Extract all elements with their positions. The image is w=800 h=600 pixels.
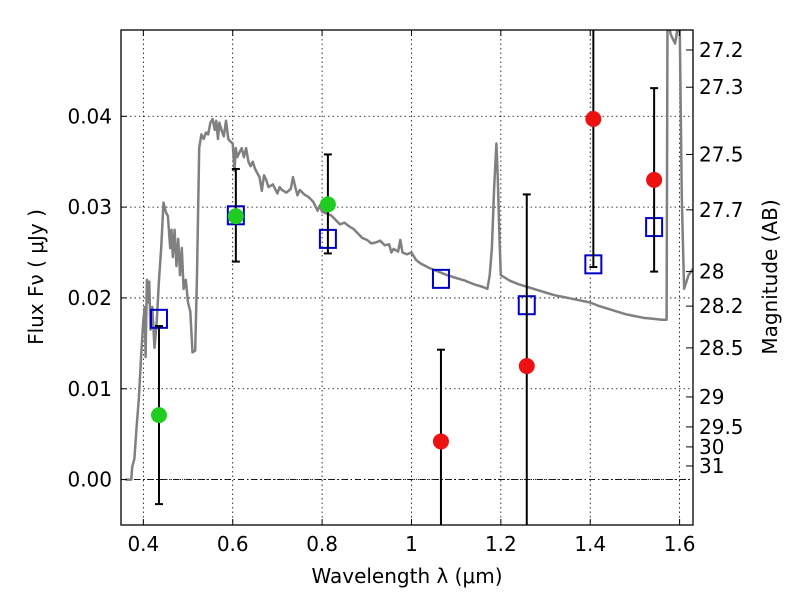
x-tick-label: 1.2 [485,532,517,556]
observed-flux-point [518,358,535,375]
y-right-tick-label: 29.5 [699,415,744,439]
y-tick-label: 0.03 [67,195,112,219]
y-right-tick-label: 27.5 [699,142,744,166]
y-right-tick-label: 30 [699,435,724,459]
y-right-tick-label: 27.7 [699,198,744,222]
y-right-tick-label: 31 [699,454,724,478]
observed-flux-point [227,208,244,225]
x-tick-label: 0.6 [217,532,249,556]
grid-lines [121,30,693,525]
tick-labels: 0.4 0.6 0.8 1 1.2 1.4 1.6 0.00 0.01 0.02 0.03 0.04 2… [67,38,743,556]
y-right-tick-label: 28.2 [699,294,744,318]
x-tick-label: 0.4 [127,532,159,556]
x-tick-label: 1 [405,532,418,556]
plot-frame [120,29,694,526]
x-tick-label: 0.8 [306,532,338,556]
x-axis-label: Wavelength λ (μm) [311,564,502,588]
observed-flux-point [646,171,663,188]
plot-area [125,30,693,525]
observed-flux-point [432,433,449,450]
y-right-tick-label: 27.3 [699,75,744,99]
y-tick-label: 0.04 [67,104,112,128]
axis-ticks [121,30,693,525]
observed-flux-point [319,196,336,213]
y-right-tick-label: 29 [699,385,724,409]
model-spectrum-line [125,30,693,481]
y-right-tick-label: 28 [699,260,724,284]
x-tick-label: 1.4 [574,532,606,556]
y-tick-label: 0.02 [67,286,112,310]
y-right-tick-label: 27.2 [699,38,744,62]
y-right-tick-label: 28.5 [699,336,744,360]
y-axis-label: Flux Fν ( μJy ) [24,209,48,345]
y-tick-label: 0.01 [67,377,112,401]
y-axis-label-right: Magnitude (AB) [758,199,782,354]
model-photometry-square [431,268,450,289]
x-tick-label: 1.6 [664,532,696,556]
y-tick-label: 0.00 [67,468,112,492]
observed-flux-point [150,407,167,424]
observed-flux-point [585,111,602,128]
